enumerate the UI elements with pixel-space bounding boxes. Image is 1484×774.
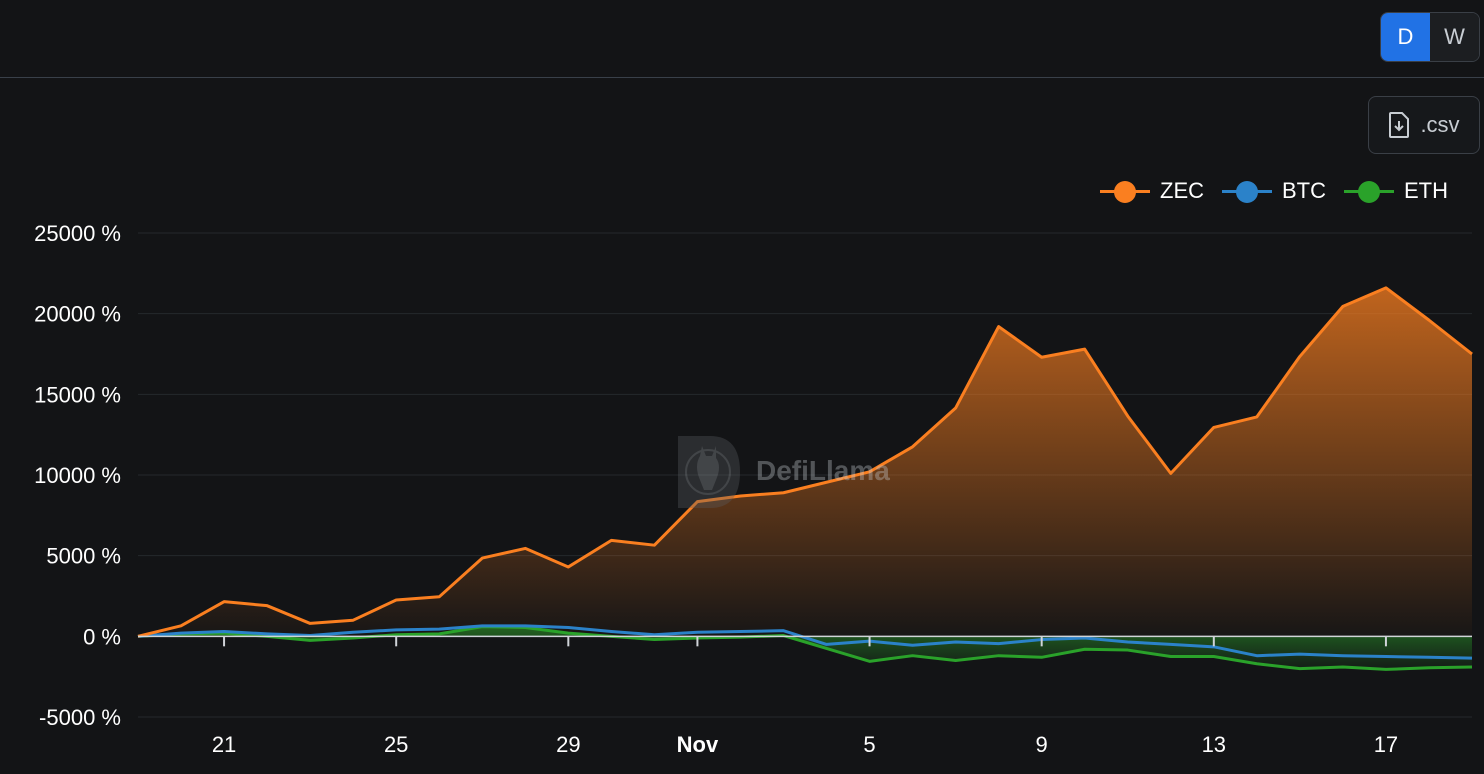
x-tick-label: Nov: [677, 732, 719, 757]
watermark-text: DefiLlama: [756, 455, 890, 486]
legend-item-zec[interactable]: ZEC: [1100, 178, 1204, 204]
y-tick-label: -5000 %: [39, 705, 121, 730]
legend-label-zec: ZEC: [1160, 178, 1204, 203]
download-csv-button[interactable]: .csv: [1368, 96, 1480, 154]
y-tick-label: 5000 %: [46, 544, 121, 569]
x-tick-label: 25: [384, 732, 408, 757]
llama-logo-icon: [678, 436, 740, 508]
series-area-zec: [138, 287, 1472, 637]
y-tick-label: 0 %: [83, 624, 121, 649]
legend-item-eth[interactable]: ETH: [1344, 178, 1448, 204]
series-line-zec[interactable]: [137, 286, 1473, 638]
x-tick-label: 21: [212, 732, 236, 757]
chart-legend: ZEC BTC ETH: [1100, 178, 1448, 204]
legend-label-eth: ETH: [1404, 178, 1448, 203]
x-tick-label: 9: [1036, 732, 1048, 757]
toggle-weekly-button[interactable]: W: [1430, 13, 1479, 61]
x-tick-label: 17: [1374, 732, 1398, 757]
csv-label: .csv: [1420, 112, 1460, 137]
legend-label-btc: BTC: [1282, 178, 1326, 203]
series-line-eth[interactable]: [137, 625, 1473, 671]
x-tick-label: 5: [863, 732, 875, 757]
file-download-icon: [1389, 112, 1410, 138]
toggle-daily-button[interactable]: D: [1381, 13, 1430, 61]
y-tick-label: 20000 %: [34, 302, 121, 327]
x-tick-label: 29: [556, 732, 580, 757]
y-tick-label: 25000 %: [34, 221, 121, 246]
legend-marker-btc: [1222, 181, 1272, 203]
legend-marker-eth: [1344, 181, 1394, 203]
legend-marker-zec: [1100, 181, 1150, 203]
watermark: DefiLlama: [672, 432, 890, 510]
y-tick-label: 15000 %: [34, 382, 121, 407]
x-tick-label: 13: [1202, 732, 1226, 757]
series-line-btc[interactable]: [137, 624, 1473, 660]
y-tick-label: 10000 %: [34, 463, 121, 488]
series-area-eth: [138, 626, 1472, 670]
interval-toggle: D W: [1380, 12, 1480, 62]
legend-item-btc[interactable]: BTC: [1222, 178, 1326, 204]
top-bar: D W: [0, 0, 1484, 78]
